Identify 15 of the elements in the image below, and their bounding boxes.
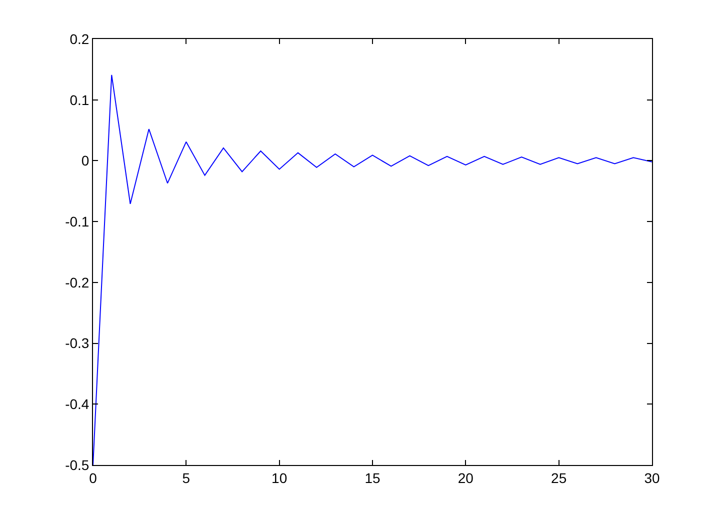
x-tick-label: 25 — [551, 470, 567, 486]
y-tick-label: -0.3 — [65, 335, 90, 352]
y-tick-label: -0.2 — [65, 274, 90, 290]
y-tick-label: 0.1 — [70, 92, 90, 108]
y-tick-label: 0 — [81, 152, 90, 169]
x-tick-label: 10 — [272, 470, 288, 486]
x-tick-label: 30 — [644, 470, 660, 486]
x-tick-label: 20 — [458, 470, 474, 486]
y-tick-label: 0.2 — [70, 30, 90, 47]
y-tick-label: -0.5 — [65, 456, 90, 473]
y-tick-label: -0.4 — [65, 396, 90, 412]
line-series — [93, 74, 652, 465]
x-tick-label: 5 — [182, 470, 190, 486]
x-tick-label: 15 — [364, 470, 380, 486]
y-tick-label: -0.1 — [65, 213, 90, 230]
